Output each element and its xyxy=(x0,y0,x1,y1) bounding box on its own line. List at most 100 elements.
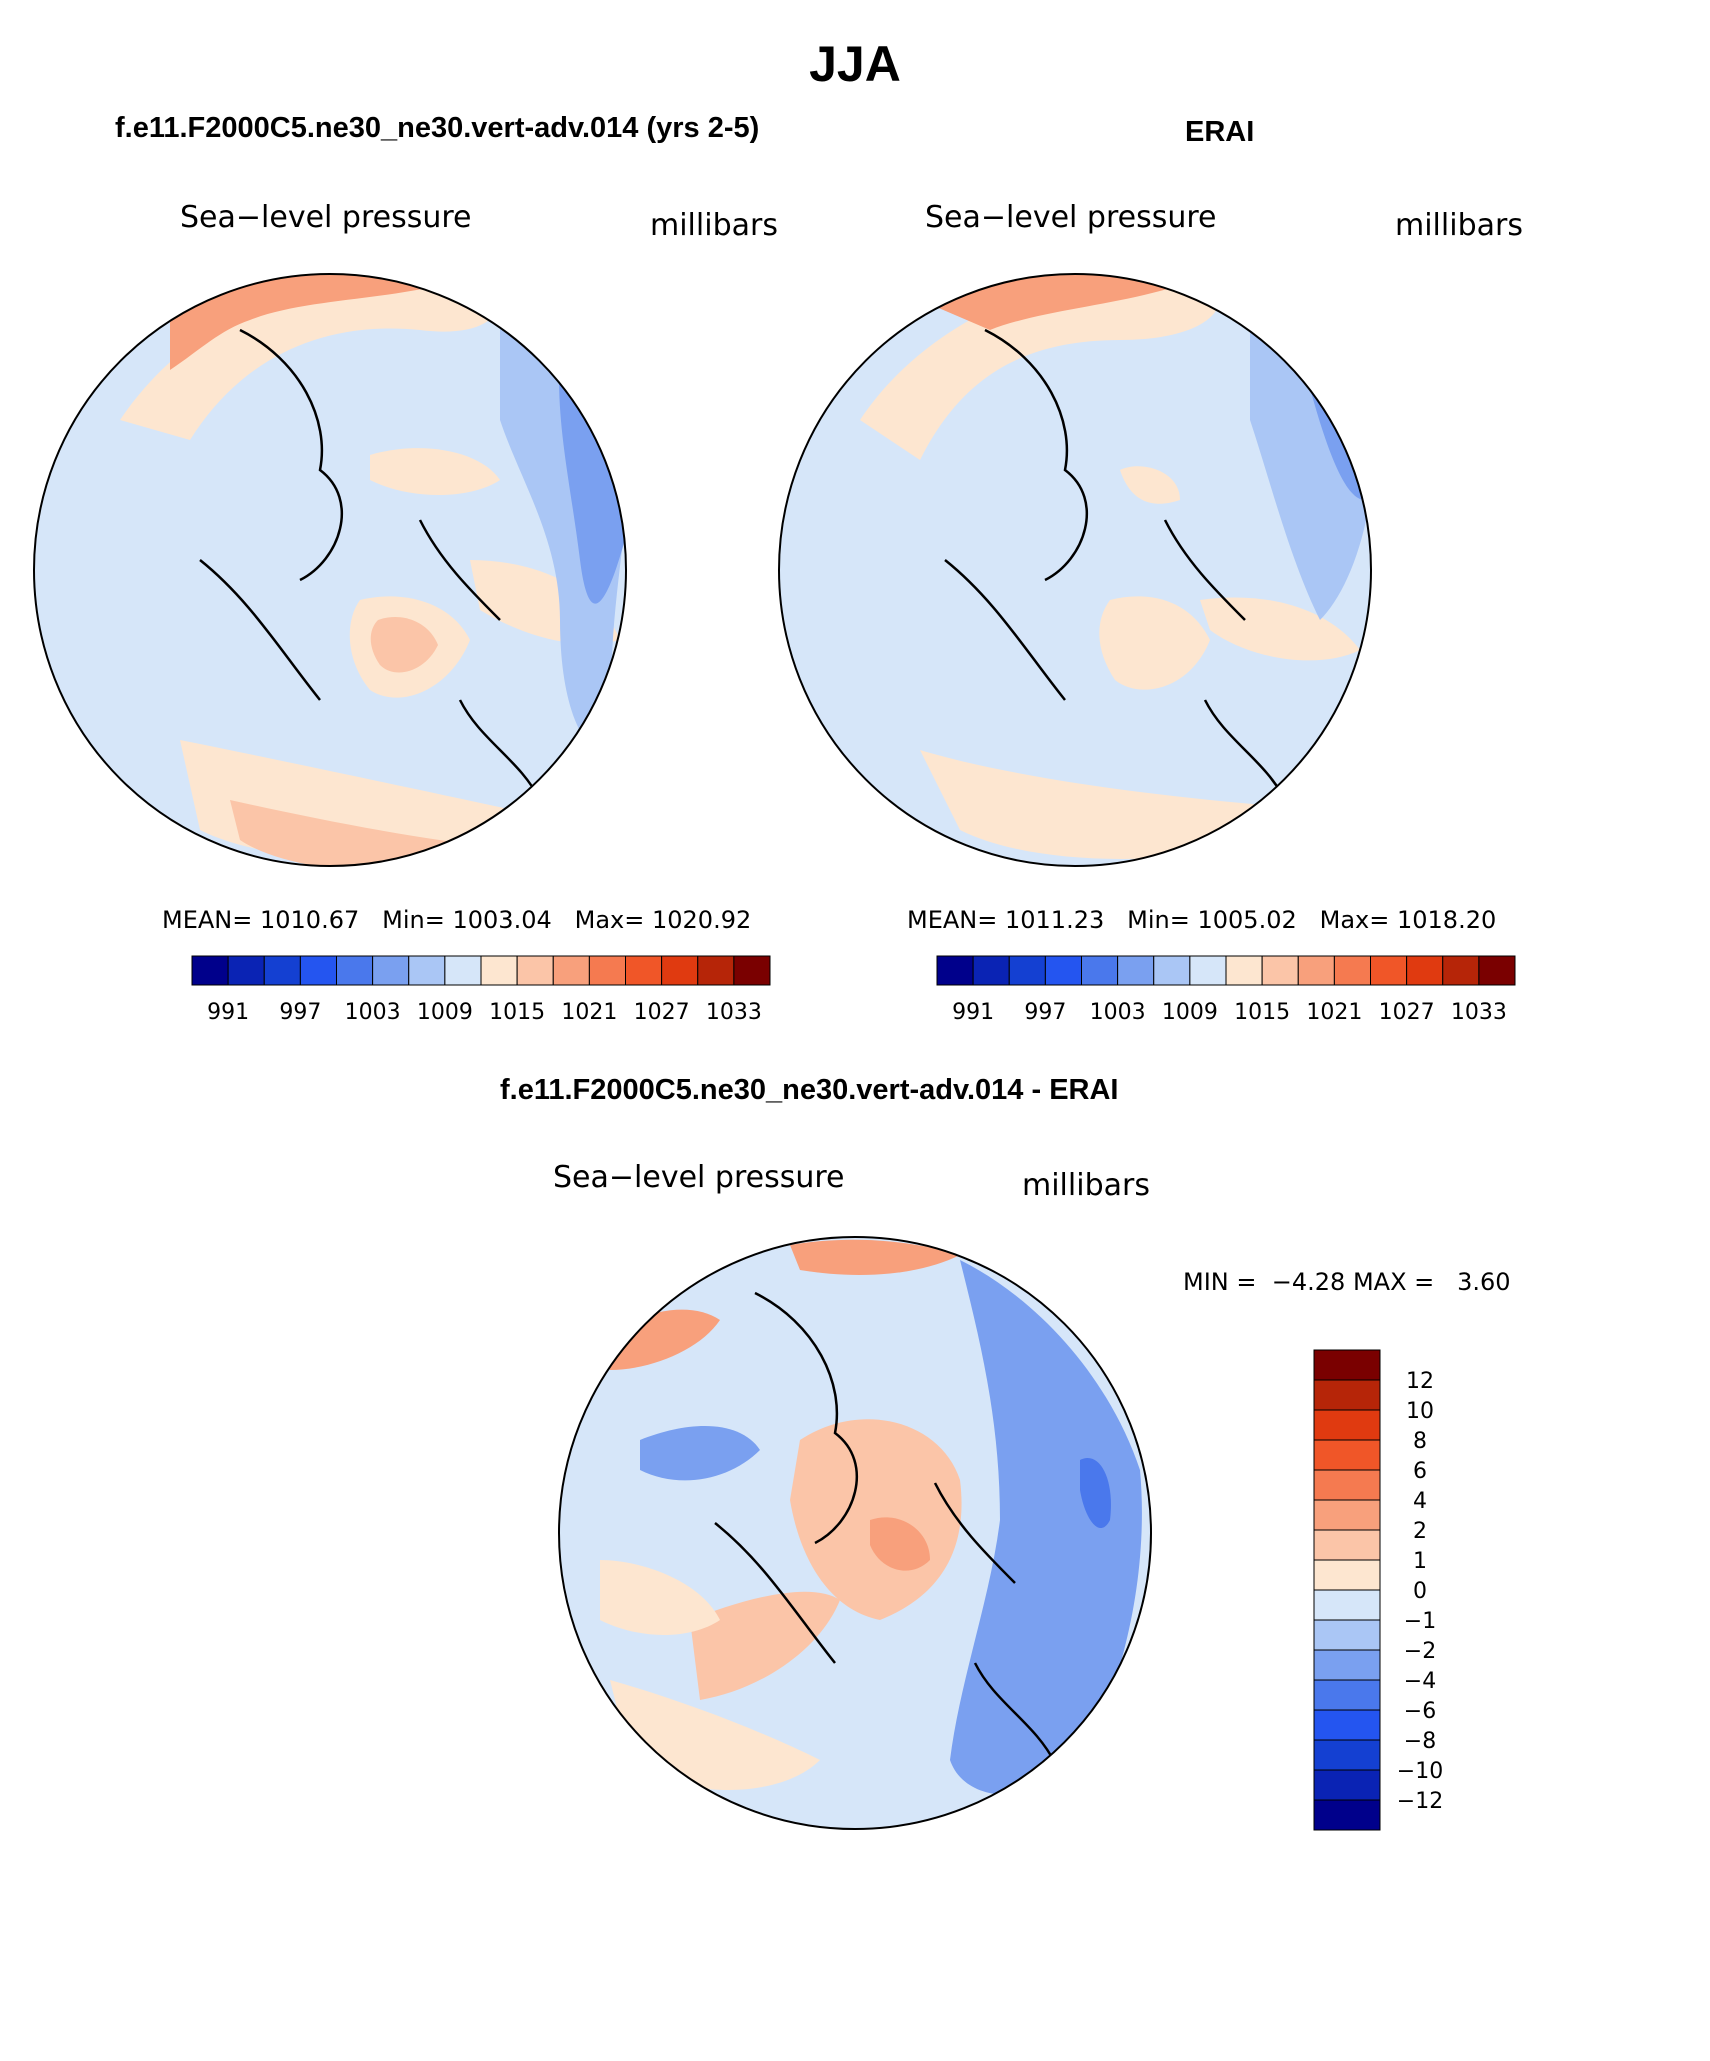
obs-min-value: 1005.02 xyxy=(1197,906,1297,934)
diff-colorbar-tick-label: 10 xyxy=(1406,1399,1434,1424)
model-units-label: millibars xyxy=(650,208,778,243)
model-mean-label: MEAN= xyxy=(162,906,253,934)
diff-low-asia-core xyxy=(1080,1458,1111,1529)
obs-colorbar-tick-label: 1027 xyxy=(1379,1000,1435,1025)
diff-colorbar-box xyxy=(1313,1529,1381,1561)
model-min-label: Min= xyxy=(382,906,445,934)
diff-colorbar-box xyxy=(1313,1649,1381,1681)
obs-colorbar-box xyxy=(936,955,974,986)
model-max-label: Max= xyxy=(574,906,645,934)
diff-colorbar-box xyxy=(1313,1679,1381,1711)
obs-colorbar-box xyxy=(1406,955,1444,986)
obs-min-label: Min= xyxy=(1127,906,1190,934)
diff-colorbar-box xyxy=(1313,1409,1381,1441)
obs-colorbar-tick-label: 997 xyxy=(1024,1000,1066,1025)
diff-colorbar-box xyxy=(1313,1589,1381,1621)
obs-mean-value: 1011.23 xyxy=(1005,906,1105,934)
obs-coastlines xyxy=(944,328,1287,801)
diff-colorbar-tick-label: 6 xyxy=(1413,1459,1427,1484)
diff-colorbar-box xyxy=(1313,1379,1381,1411)
diff-colorbar-box xyxy=(1313,1799,1381,1831)
model-map-border xyxy=(33,273,627,867)
diff-colorbar-box xyxy=(1313,1739,1381,1771)
model-high-greenland-core xyxy=(370,617,438,673)
diff-max-value: 3.60 xyxy=(1457,1268,1511,1296)
diff-colorbar-box xyxy=(1313,1709,1381,1741)
model-colorbar-tick-label: 1003 xyxy=(345,1000,401,1025)
model-colorbar-tick-label: 1009 xyxy=(417,1000,473,1025)
diff-colorbar-tick-label: −4 xyxy=(1404,1669,1436,1694)
diff-high-arctic-core xyxy=(870,1517,930,1571)
model-colorbar-box xyxy=(588,955,626,986)
model-high-pacific-core xyxy=(170,274,440,370)
obs-high-arctic xyxy=(1120,466,1180,504)
diff-map-border xyxy=(558,1236,1152,1830)
diff-colorbar-box xyxy=(1313,1769,1381,1801)
obs-colorbar-box xyxy=(1117,955,1155,986)
diff-colorbar-tick-label: 8 xyxy=(1413,1429,1427,1454)
diff-min-value: −4.28 xyxy=(1271,1268,1346,1296)
obs-high-greenland xyxy=(1099,596,1210,690)
obs-colorbar-box xyxy=(1081,955,1119,986)
model-colorbar-box xyxy=(299,955,337,986)
model-colorbar: 991 997 1003 1009 1015 1021 1027 1033 xyxy=(191,955,771,1025)
diff-colorbar-tick-label: −10 xyxy=(1397,1759,1443,1784)
model-colorbar-box xyxy=(552,955,590,986)
model-colorbar-box xyxy=(263,955,301,986)
obs-high-pacific xyxy=(860,274,1220,460)
diff-colorbar-tick-label: 4 xyxy=(1413,1489,1427,1514)
obs-colorbar-box xyxy=(1333,955,1371,986)
model-colorbar-box xyxy=(336,955,374,986)
diff-colorbar-box xyxy=(1313,1499,1381,1531)
obs-max-label: Max= xyxy=(1319,906,1390,934)
model-colorbar-tick-label: 997 xyxy=(279,1000,321,1025)
obs-high-siberia xyxy=(1200,597,1360,661)
obs-low-asia xyxy=(1250,300,1370,620)
model-low-asia-core xyxy=(559,350,626,604)
diff-colorbar-box xyxy=(1313,1619,1381,1651)
model-colorbar-box xyxy=(625,955,663,986)
diff-low-asia xyxy=(950,1260,1142,1795)
model-colorbar-box xyxy=(444,955,482,986)
diff-units-label: millibars xyxy=(1022,1168,1150,1203)
model-colorbar-box xyxy=(191,955,229,986)
obs-stats: MEAN= 1011.23 Min= 1005.02 Max= 1018.20 xyxy=(907,906,1496,934)
model-colorbar-tick-label: 1027 xyxy=(634,1000,690,1025)
obs-colorbar-box xyxy=(1297,955,1335,986)
diff-colorbar-box xyxy=(1313,1469,1381,1501)
diff-high-west xyxy=(600,1560,720,1635)
diff-colorbar-tick-label: −8 xyxy=(1404,1729,1436,1754)
obs-colorbar-box xyxy=(1153,955,1191,986)
model-high-pacific xyxy=(120,274,498,440)
obs-colorbar-box xyxy=(972,955,1010,986)
obs-mean-label: MEAN= xyxy=(907,906,998,934)
model-colorbar-tick-label: 1015 xyxy=(489,1000,545,1025)
obs-map-border xyxy=(778,273,1372,867)
diff-colorbar-tick-label: −6 xyxy=(1404,1699,1436,1724)
model-max-value: 1020.92 xyxy=(652,906,752,934)
diff-colorbar-tick-label: −12 xyxy=(1397,1789,1443,1814)
diff-colorbar-tick-label: −1 xyxy=(1404,1609,1436,1634)
diff-low-canada xyxy=(640,1426,760,1481)
model-panel-title: f.e11.F2000C5.ne30_ne30.vert-adv.014 (yr… xyxy=(115,112,760,144)
model-colorbar-box xyxy=(480,955,518,986)
diff-max-label: MAX = xyxy=(1352,1268,1435,1296)
diff-colorbar-tick-label: −2 xyxy=(1404,1639,1436,1664)
obs-colorbar-tick-label: 1033 xyxy=(1451,1000,1507,1025)
obs-colorbar: 991 997 1003 1009 1015 1021 1027 1033 xyxy=(936,955,1516,1025)
obs-colorbar-box xyxy=(1442,955,1480,986)
model-colorbar-tick-label: 991 xyxy=(207,1000,249,1025)
model-colorbar-box xyxy=(733,955,771,986)
season-title: JJA xyxy=(809,36,901,92)
obs-panel-title: ERAI xyxy=(1185,116,1255,148)
diff-colorbar-box xyxy=(1313,1349,1381,1381)
obs-colorbar-tick-label: 1009 xyxy=(1162,1000,1218,1025)
obs-colorbar-box xyxy=(1044,955,1082,986)
obs-colorbar-box xyxy=(1478,955,1516,986)
diff-coastlines xyxy=(714,1291,1057,1764)
diff-colorbar-tick-label: 2 xyxy=(1413,1519,1427,1544)
diff-minmax: MIN = −4.28 MAX = 3.60 xyxy=(1183,1268,1511,1296)
diff-min-label: MIN = xyxy=(1183,1268,1257,1296)
